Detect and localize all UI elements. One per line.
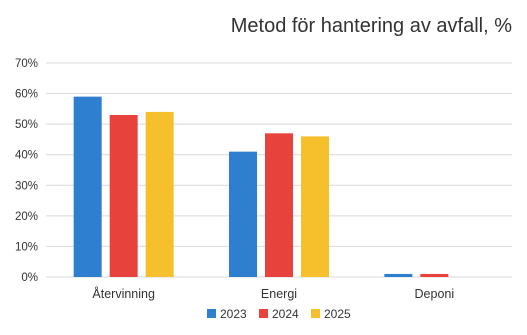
bar-2024-0 bbox=[109, 114, 138, 277]
legend: 2023 2024 2025 bbox=[207, 307, 351, 321]
y-tick-label: 60% bbox=[15, 89, 38, 101]
bar-2025-1 bbox=[301, 136, 329, 277]
chart-title: Metod för hantering av avfall, % bbox=[231, 15, 512, 37]
legend-label: 2023 bbox=[220, 307, 247, 321]
y-tick-label: 40% bbox=[15, 150, 38, 162]
x-category-label: Återvinning bbox=[92, 286, 155, 301]
bars bbox=[73, 96, 449, 278]
legend-swatch-2025 bbox=[311, 309, 320, 318]
bar-2023-2 bbox=[384, 273, 413, 277]
y-tick-label: 70% bbox=[15, 58, 38, 70]
legend-swatch-2024 bbox=[259, 309, 268, 318]
y-tick-label: 50% bbox=[15, 119, 38, 131]
x-category-label: Deponi bbox=[415, 287, 455, 301]
y-tick-label: 20% bbox=[15, 211, 38, 223]
legend-label: 2025 bbox=[324, 307, 351, 321]
y-tick-label: 30% bbox=[15, 180, 38, 192]
x-category-label: Energi bbox=[261, 287, 297, 301]
bar-2024-2 bbox=[420, 273, 449, 277]
y-tick-label: 10% bbox=[15, 241, 38, 253]
x-axis-categories: Återvinning Energi Deponi bbox=[92, 286, 454, 301]
bar-2024-1 bbox=[265, 133, 293, 277]
y-tick-label: 0% bbox=[21, 272, 38, 284]
legend-label: 2024 bbox=[272, 307, 299, 321]
bar-2023-1 bbox=[229, 151, 257, 277]
bar-2023-0 bbox=[73, 96, 102, 277]
y-axis-ticks: 0% 10% 20% 30% 40% 50% 60% 70% bbox=[15, 58, 38, 284]
bar-2025-0 bbox=[145, 111, 174, 278]
legend-swatch-2023 bbox=[207, 309, 216, 318]
